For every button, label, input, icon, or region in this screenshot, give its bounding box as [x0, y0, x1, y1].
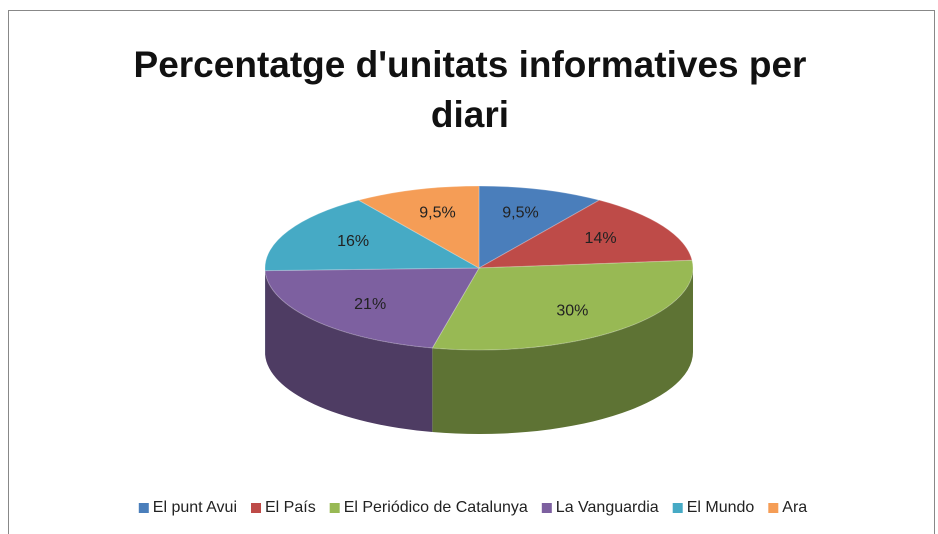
- data-label: 30%: [556, 302, 588, 319]
- legend-swatch: [768, 503, 779, 513]
- slice-side: [432, 268, 693, 434]
- slice: [478, 185, 601, 269]
- data-label: 14%: [585, 230, 617, 247]
- slice: [478, 199, 693, 269]
- chart-title: Percentatge d'unitats informatives per d…: [133, 44, 807, 135]
- legend-label: El País: [265, 499, 316, 516]
- slice: [357, 185, 480, 269]
- legend-swatch: [329, 503, 340, 513]
- legend-swatch: [541, 503, 552, 513]
- legend-label: Ara: [782, 499, 807, 516]
- slice: [264, 199, 481, 272]
- legend-swatch: [138, 503, 149, 513]
- data-label: 9,5%: [419, 204, 455, 221]
- slice-side: [265, 270, 433, 433]
- legend-label: El punt Avui: [153, 499, 237, 516]
- data-label: 9,5%: [502, 204, 538, 221]
- slice: [264, 267, 480, 349]
- legend-label: El Periódico de Catalunya: [344, 499, 528, 516]
- data-label: 16%: [337, 233, 369, 250]
- legend-label: La Vanguardia: [556, 499, 659, 516]
- legend-label: El Mundo: [687, 499, 755, 516]
- slice: [431, 259, 694, 351]
- data-label: 21%: [354, 296, 386, 313]
- legend-swatch: [672, 503, 683, 513]
- legend-swatch: [251, 503, 262, 513]
